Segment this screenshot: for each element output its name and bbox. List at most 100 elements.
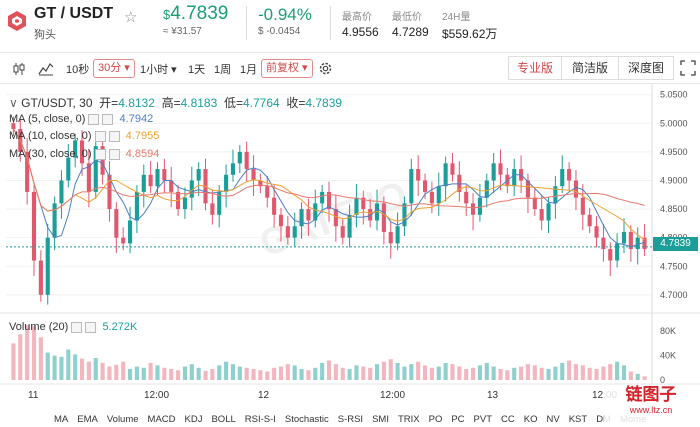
indicator-kdj[interactable]: KDJ bbox=[184, 414, 203, 425]
volume-bar bbox=[354, 365, 359, 380]
close-icon[interactable] bbox=[108, 148, 120, 160]
volume-bar bbox=[169, 369, 174, 380]
indicator-cc[interactable]: CC bbox=[501, 414, 515, 425]
time-axis-label: 12:00 bbox=[144, 390, 169, 401]
interval-1w[interactable]: 1周 bbox=[214, 64, 232, 76]
indicator-ko[interactable]: KO bbox=[523, 414, 538, 425]
interval-1d[interactable]: 1天 bbox=[188, 64, 206, 76]
legend-ma10[interactable]: MA (10, close, 0) 4.7955 bbox=[9, 130, 160, 142]
candle-body bbox=[395, 226, 400, 244]
indicator-smi[interactable]: SMI bbox=[372, 414, 389, 425]
indicator-kst[interactable]: KST bbox=[568, 414, 588, 425]
time-axis-label: 12:00 bbox=[380, 390, 405, 401]
volume-bar bbox=[45, 352, 50, 380]
interval-10s[interactable]: 10秒 bbox=[66, 64, 90, 76]
price-axis-label: 4.8500 bbox=[660, 204, 688, 214]
tab-depth[interactable]: 深度图 bbox=[618, 56, 674, 80]
close-icon[interactable] bbox=[85, 321, 97, 333]
volume-bar bbox=[313, 367, 318, 380]
adjust-select[interactable]: 前复权 ▾ bbox=[261, 59, 313, 78]
close-icon[interactable] bbox=[108, 130, 120, 142]
volume-bar bbox=[38, 337, 43, 380]
legend-ma30[interactable]: MA (30, close, 0) 4.8594 bbox=[9, 148, 160, 160]
favorite-star-icon[interactable]: ☆ bbox=[124, 9, 138, 26]
close-icon[interactable] bbox=[102, 113, 114, 125]
eye-icon[interactable] bbox=[71, 321, 83, 333]
indicator-s-rsi[interactable]: S-RSI bbox=[337, 414, 364, 425]
indicator-ma[interactable]: MA bbox=[54, 414, 69, 425]
volume-bar bbox=[395, 362, 400, 380]
high-label: 最高价 bbox=[342, 12, 372, 23]
volume-bar bbox=[422, 365, 428, 380]
candlestick-type-icon[interactable] bbox=[12, 62, 26, 76]
indicator-macd[interactable]: MACD bbox=[147, 414, 176, 425]
volume-bar bbox=[347, 369, 352, 380]
volume-bar bbox=[491, 366, 496, 380]
candle-body bbox=[210, 203, 215, 215]
volume-bar bbox=[573, 364, 579, 380]
candle-body bbox=[333, 209, 338, 227]
indicator-boll[interactable]: BOLL bbox=[211, 414, 236, 425]
candle-body bbox=[491, 163, 496, 181]
indicator-pvt[interactable]: PVT bbox=[473, 414, 493, 425]
tab-simple[interactable]: 简洁版 bbox=[561, 56, 619, 80]
fullscreen-icon[interactable] bbox=[680, 60, 696, 76]
interval-1mo[interactable]: 1月 bbox=[240, 64, 258, 76]
eye-icon[interactable] bbox=[88, 113, 100, 125]
last-price-tag: 4.7839 bbox=[653, 237, 698, 251]
eye-icon[interactable] bbox=[94, 148, 106, 160]
candle-body bbox=[525, 180, 531, 198]
volume-bar bbox=[66, 349, 71, 380]
candle-body bbox=[31, 191, 37, 261]
candle-body bbox=[608, 249, 613, 261]
indicator-pc[interactable]: PC bbox=[451, 414, 465, 425]
volume-bar bbox=[615, 361, 620, 380]
price-axis-label: 5.0000 bbox=[660, 118, 688, 128]
candle-body bbox=[477, 197, 482, 215]
indicator-ema[interactable]: EMA bbox=[77, 414, 98, 425]
volume-bar bbox=[162, 367, 167, 380]
candle-body bbox=[546, 203, 551, 221]
volume-bar bbox=[635, 373, 640, 380]
tab-pro[interactable]: 专业版 bbox=[508, 56, 562, 80]
candle-body bbox=[292, 226, 297, 238]
candle-body bbox=[457, 174, 462, 192]
candle-body bbox=[258, 180, 263, 187]
candle-body bbox=[244, 151, 249, 170]
interval-1h[interactable]: 1小时 ▾ bbox=[140, 64, 177, 76]
settings-gear-icon[interactable] bbox=[318, 61, 333, 76]
volume-bar bbox=[59, 356, 64, 380]
legend-ma5[interactable]: MA (5, close, 0) 4.7942 bbox=[9, 113, 154, 125]
volume-bar bbox=[628, 371, 633, 380]
volume-bar bbox=[361, 366, 366, 380]
volume-bar bbox=[155, 365, 160, 380]
price-axis-label: 4.7500 bbox=[660, 261, 688, 271]
indicator-bar: MA EMA Volume MACD KDJ BOLL RSI-S-I Stochastic S… bbox=[54, 409, 646, 425]
divider bbox=[0, 52, 700, 53]
interval-30m[interactable]: 30分 ▾ bbox=[93, 59, 135, 78]
indicator-stochastic[interactable]: Stochastic bbox=[284, 414, 329, 425]
volume-bar bbox=[560, 362, 565, 380]
volume-bar bbox=[73, 354, 78, 380]
legend-volume[interactable]: Volume (20) 5.272K bbox=[9, 321, 138, 333]
indicator-chart-icon[interactable] bbox=[38, 62, 54, 76]
volume-bar bbox=[642, 376, 647, 380]
indicator-dm[interactable]: DM bbox=[596, 414, 611, 425]
eye-icon[interactable] bbox=[94, 130, 106, 142]
candle-body bbox=[237, 151, 242, 164]
volume-bar bbox=[299, 369, 304, 380]
indicator-volume[interactable]: Volume bbox=[106, 414, 139, 425]
candle-body bbox=[59, 180, 64, 204]
indicator-nv[interactable]: NV bbox=[546, 414, 560, 425]
indicator-trix[interactable]: TRIX bbox=[397, 414, 420, 425]
volume-bar bbox=[519, 366, 524, 380]
indicator-rsi-s-i[interactable]: RSI-S-I bbox=[244, 414, 276, 425]
indicator-po[interactable]: PO bbox=[428, 414, 443, 425]
volume-bar bbox=[450, 364, 455, 380]
volume-bar bbox=[251, 369, 256, 380]
divider bbox=[330, 6, 331, 40]
divider bbox=[246, 6, 247, 40]
candle-body bbox=[299, 209, 304, 227]
candle-body bbox=[361, 197, 366, 210]
candle-body bbox=[381, 203, 386, 232]
